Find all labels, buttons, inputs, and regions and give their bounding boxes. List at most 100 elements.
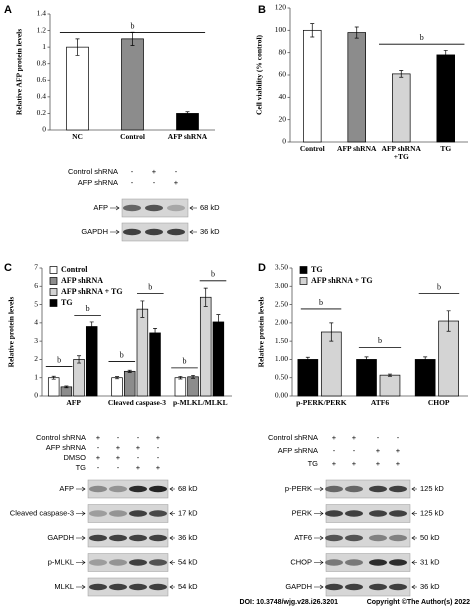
band-label: p-PERK [285, 484, 312, 493]
x-tick-text: CHOP [427, 399, 450, 407]
condition-label: AFP shRNA [278, 446, 318, 455]
condition-mark: - [97, 463, 100, 472]
blot-strip [87, 504, 169, 523]
bar [174, 377, 187, 397]
error-bar [75, 38, 80, 56]
condition-mark: - [131, 178, 134, 187]
x-tick-label: p-PERK/PERK [296, 399, 346, 406]
band-size: 125 kD [420, 508, 444, 517]
condition-label: Control shRNA [68, 167, 118, 176]
y-tick-label: 1.4 [37, 9, 47, 18]
y-axis-label: Relative AFP protein levels [15, 29, 24, 115]
y-tick-label: 1.2 [37, 25, 47, 34]
error-bar [51, 375, 56, 380]
y-tick-label: 0.2 [37, 108, 47, 117]
bar [123, 370, 136, 397]
band-arrow [314, 486, 324, 492]
y-tick-label: 7 [34, 263, 38, 272]
x-tick-label: AFP shRNA [337, 145, 376, 152]
y-tick-label: 0.00 [275, 391, 288, 400]
x-tick-text: ATF6 [370, 399, 390, 407]
band-size: 36 kD [420, 582, 440, 591]
y-tick-label: 2.00 [275, 318, 288, 327]
y-tick-label: 0.50 [275, 372, 288, 381]
error-bar [216, 314, 221, 330]
bar [47, 377, 60, 397]
condition-mark: + [332, 433, 337, 442]
y-tick-label: 0.8 [37, 58, 47, 67]
condition-mark: - [353, 446, 356, 455]
x-tick-label: Control [120, 133, 145, 140]
error-bar [89, 321, 94, 332]
blot-band [89, 510, 107, 517]
panel-label: D [258, 262, 266, 274]
band-size: 31 kD [420, 557, 440, 566]
blot-strip [87, 479, 169, 499]
y-tick-label: 0.4 [37, 92, 47, 101]
condition-label: Control shRNA [36, 433, 86, 442]
blot-band [123, 228, 141, 236]
y-tick-label: 20 [279, 114, 287, 123]
significance-label: b [131, 21, 135, 30]
doi: DOI: 10.3748/wjg.v28.i26.3201 [240, 599, 339, 606]
y-axis-label: Relative protein levels [7, 297, 16, 368]
significance-label: b [86, 304, 90, 313]
legend-swatch [49, 266, 58, 274]
condition-label: AFP shRNA [78, 178, 118, 187]
condition-mark: - [157, 443, 160, 452]
blot-band [89, 559, 107, 566]
condition-mark: - [175, 167, 178, 176]
y-tick-label: 80 [279, 47, 287, 56]
x-tick-label: ATF6 [370, 399, 390, 407]
error-bar [423, 356, 428, 363]
blot-band [109, 559, 127, 566]
condition-mark: - [377, 433, 380, 442]
blot-band [89, 583, 107, 591]
band-label: AFP [93, 203, 108, 212]
blot-band [345, 583, 363, 591]
error-bar [64, 385, 69, 389]
size-arrow [411, 486, 417, 492]
condition-mark: - [137, 433, 140, 442]
blot-band [325, 510, 343, 517]
blot-band [389, 485, 407, 493]
condition-mark: - [153, 178, 156, 187]
condition-label: DMSO [64, 453, 87, 462]
significance-label: b [437, 282, 441, 291]
y-tick-label: 1.50 [275, 336, 288, 345]
y-tick-label: 3 [34, 336, 38, 345]
y-tick-label: 0.6 [37, 75, 47, 84]
significance-label: b [183, 357, 187, 366]
y-tick-label: 6 [34, 281, 38, 290]
error-bar [140, 300, 145, 318]
blot-band [369, 510, 387, 517]
bar [392, 73, 411, 143]
band-size: 54 kD [178, 582, 198, 591]
condition-mark: - [137, 453, 140, 462]
copyright: Copyright ©The Author(s) 2022 [367, 598, 470, 606]
size-arrow [189, 205, 197, 211]
band-arrow [76, 535, 86, 541]
significance-label: b [319, 298, 323, 307]
band-label: GAPDH [47, 533, 74, 542]
condition-mark: + [332, 459, 337, 468]
y-tick-label: 1.00 [275, 354, 288, 363]
blot-band [345, 559, 363, 566]
bar [73, 359, 85, 397]
bar [60, 386, 73, 397]
blot-band [149, 485, 167, 493]
panel-label: C [4, 262, 12, 274]
condition-mark: + [396, 446, 401, 455]
y-tick-label: 0 [282, 137, 286, 146]
blot-band [389, 534, 407, 542]
condition-mark: + [96, 453, 101, 462]
x-tick-text: p-MLKL/MLKL [173, 399, 228, 407]
blot-band [109, 510, 127, 517]
band-arrow [314, 535, 324, 541]
bar [347, 32, 367, 143]
bar [66, 46, 89, 131]
x-tick-label: Cleaved caspase-3 [108, 399, 166, 406]
bar [303, 29, 322, 143]
blot-band [129, 510, 147, 517]
significance-label: b [378, 336, 382, 345]
